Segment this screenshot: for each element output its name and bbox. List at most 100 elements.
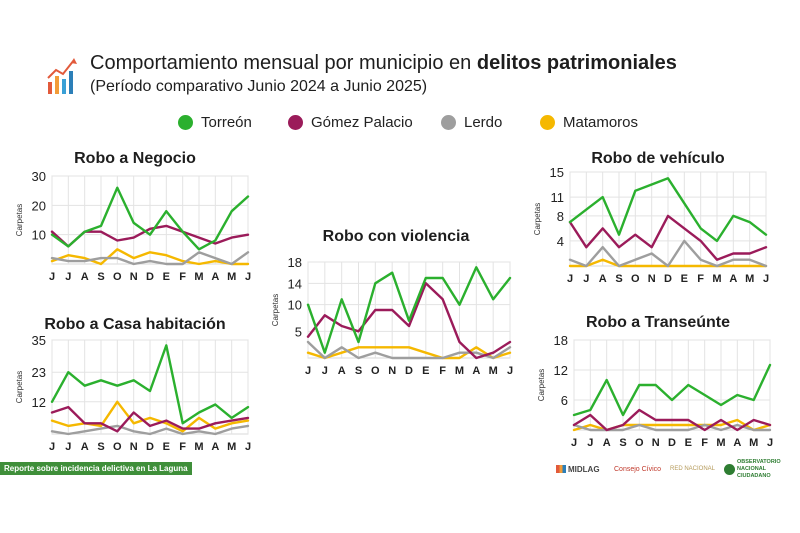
x-tick-label: M	[227, 271, 236, 283]
chart-robo-a-negocio: Robo a Negocio 10 20 30 J J A S O N D E F M A M J Carpet…	[10, 148, 260, 288]
x-tick-label: J	[571, 437, 577, 449]
x-tick-label: D	[146, 441, 154, 453]
x-tick-label: D	[664, 273, 672, 285]
series-line-matamoros	[50, 248, 250, 266]
x-tick-label: O	[635, 437, 644, 449]
report-tag: Reporte sobre incidencia delictiva en La…	[0, 462, 192, 475]
y-axis-label: Carpetas	[271, 294, 280, 326]
x-tick-label: S	[615, 273, 622, 285]
x-tick-label: J	[65, 441, 71, 453]
x-tick-label: F	[697, 273, 704, 285]
y-tick-label: 35	[32, 334, 46, 348]
midlag-logo: MIDLAG	[556, 458, 600, 480]
y-tick-label: 30	[32, 170, 46, 184]
y-tick-label: 14	[288, 276, 302, 291]
x-tick-label: D	[668, 437, 676, 449]
y-tick-label: 18	[288, 255, 302, 270]
legend-label: Lerdo	[464, 113, 503, 131]
x-tick-label: A	[81, 271, 89, 283]
legend-swatch	[441, 114, 456, 130]
x-tick-label: J	[245, 271, 251, 283]
series-line-gomez-palacio	[50, 405, 250, 433]
x-tick-label: M	[227, 441, 236, 453]
x-tick-label: M	[716, 437, 725, 449]
series-line-gomez-palacio	[306, 282, 512, 360]
legend-label: Gómez Palacio	[311, 113, 413, 131]
chart-title: Robo a Casa habitación	[44, 316, 226, 333]
x-tick-label: M	[489, 365, 498, 377]
y-axis-label: Carpetas	[15, 371, 24, 403]
page-title: Comportamiento mensual por municipio en …	[90, 52, 677, 74]
y-tick-label: 23	[32, 365, 46, 380]
series-line-torreon	[50, 186, 250, 251]
page-subtitle: (Período comparativo Junio 2024 a Junio …	[90, 78, 428, 95]
x-tick-label: E	[685, 437, 692, 449]
series-line-gomez-palacio	[572, 408, 772, 432]
series-line-gomez-palacio	[568, 214, 768, 261]
x-tick-label: J	[567, 273, 573, 285]
y-tick-label: 18	[554, 333, 568, 348]
x-tick-label: M	[749, 437, 758, 449]
y-tick-label: 12	[32, 395, 46, 410]
y-tick-label: 11	[551, 190, 565, 205]
legend-label: Torreón	[201, 113, 252, 131]
legend-swatch	[288, 114, 303, 130]
y-tick-label: 10	[288, 298, 302, 313]
x-tick-label: O	[631, 273, 640, 285]
x-tick-label: S	[355, 365, 362, 377]
legend-item-lerdo: Lerdo	[441, 112, 502, 132]
x-tick-label: J	[767, 437, 773, 449]
x-tick-label: D	[405, 365, 413, 377]
series-line-torreon	[306, 266, 512, 354]
x-tick-label: J	[322, 365, 328, 377]
series-line-lerdo	[50, 251, 250, 266]
x-tick-label: F	[179, 441, 186, 453]
y-tick-label: 10	[32, 228, 46, 243]
chart-robo-a-casa-habitacion: Robo a Casa habitación 12 23 35 J J A S O N D E F M A…	[10, 314, 260, 459]
series-line-torreon	[50, 344, 250, 425]
x-tick-label: J	[65, 271, 71, 283]
x-tick-label: N	[388, 365, 396, 377]
x-tick-label: J	[305, 365, 311, 377]
y-tick-label: 12	[554, 363, 568, 378]
x-tick-label: O	[371, 365, 380, 377]
sponsor-logos: MIDLAG Consejo Cívico RED NACIONAL OBSER…	[556, 458, 792, 480]
x-tick-label: A	[211, 271, 219, 283]
x-tick-label: M	[455, 365, 464, 377]
x-tick-label: A	[472, 365, 480, 377]
x-tick-label: A	[603, 437, 611, 449]
x-tick-label: M	[194, 271, 203, 283]
legend-item-torreon: Torreón	[178, 112, 252, 132]
x-tick-label: A	[729, 273, 737, 285]
bar-chart-icon	[47, 58, 77, 94]
chart-robo-de-vehiculo: Robo de vehículo 4 8 11 15 J J A S O N D E F M A M J Carp…	[528, 148, 788, 288]
series-line-torreon	[572, 363, 772, 417]
y-axis-label: Carpetas	[533, 203, 542, 235]
report-header: Comportamiento mensual por municipio en …	[46, 50, 746, 102]
y-axis-label: Carpetas	[537, 369, 546, 401]
legend-label: Matamoros	[563, 113, 639, 131]
x-tick-label: F	[439, 365, 446, 377]
chart-robo-con-violencia: Robo con violencia 5 10 14 18 J J A S O N D E F M A M J C…	[266, 226, 526, 386]
red-nacional-logo: RED NACIONAL	[670, 466, 716, 472]
x-tick-label: S	[97, 271, 104, 283]
x-tick-label: J	[763, 273, 769, 285]
x-tick-label: M	[194, 441, 203, 453]
x-tick-label: A	[338, 365, 346, 377]
y-tick-label: 4	[557, 234, 564, 249]
x-tick-label: O	[113, 441, 122, 453]
legend-item-gomez-palacio: Gómez Palacio	[288, 112, 413, 132]
chart-title: Robo a Transeúnte	[585, 314, 731, 331]
chart-robo-a-transeunte: Robo a Transeúnte 6 12 18 J J A S O N D E F M A M J Carp…	[528, 312, 788, 457]
x-tick-label: E	[163, 441, 170, 453]
x-tick-label: N	[130, 271, 138, 283]
x-tick-label: J	[587, 437, 593, 449]
chart-title: Robo a Negocio	[74, 150, 196, 167]
x-tick-label: M	[712, 273, 721, 285]
y-tick-label: 8	[557, 209, 564, 224]
